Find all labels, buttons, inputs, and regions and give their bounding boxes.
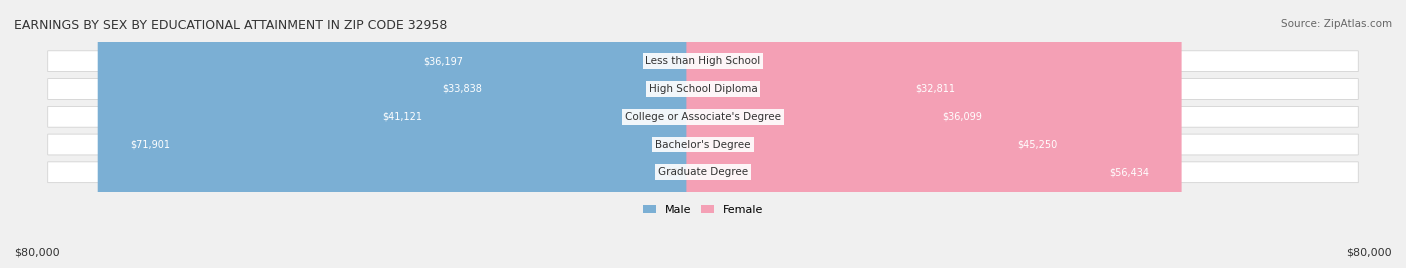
Text: Less than High School: Less than High School <box>645 56 761 66</box>
Text: $41,121: $41,121 <box>382 112 423 122</box>
FancyBboxPatch shape <box>409 0 720 268</box>
Text: EARNINGS BY SEX BY EDUCATIONAL ATTAINMENT IN ZIP CODE 32958: EARNINGS BY SEX BY EDUCATIONAL ATTAINMEN… <box>14 19 447 32</box>
Text: $80,000: $80,000 <box>14 247 59 257</box>
Text: $32,811: $32,811 <box>915 84 955 94</box>
FancyBboxPatch shape <box>686 0 1015 268</box>
FancyBboxPatch shape <box>48 162 1358 183</box>
Text: College or Associate's Degree: College or Associate's Degree <box>626 112 780 122</box>
FancyBboxPatch shape <box>686 0 1090 268</box>
Text: High School Diploma: High School Diploma <box>648 84 758 94</box>
Legend: Male, Female: Male, Female <box>638 200 768 219</box>
Text: Graduate Degree: Graduate Degree <box>658 167 748 177</box>
FancyBboxPatch shape <box>389 0 720 268</box>
Text: $71,901: $71,901 <box>131 140 170 150</box>
Text: $80,000: $80,000 <box>1347 247 1392 257</box>
Text: Source: ZipAtlas.com: Source: ZipAtlas.com <box>1281 19 1392 29</box>
FancyBboxPatch shape <box>48 79 1358 99</box>
Text: $45,250: $45,250 <box>1017 140 1057 150</box>
FancyBboxPatch shape <box>97 0 720 268</box>
Text: $36,197: $36,197 <box>423 56 463 66</box>
FancyBboxPatch shape <box>48 134 1358 155</box>
Text: $33,838: $33,838 <box>443 84 482 94</box>
FancyBboxPatch shape <box>686 0 988 268</box>
Text: $56,434: $56,434 <box>1109 167 1149 177</box>
FancyBboxPatch shape <box>48 106 1358 127</box>
Text: $0: $0 <box>727 56 740 66</box>
Text: $0: $0 <box>666 167 679 177</box>
FancyBboxPatch shape <box>350 0 720 268</box>
FancyBboxPatch shape <box>48 51 1358 72</box>
Text: $36,099: $36,099 <box>942 112 983 122</box>
Text: Bachelor's Degree: Bachelor's Degree <box>655 140 751 150</box>
FancyBboxPatch shape <box>686 0 1181 268</box>
